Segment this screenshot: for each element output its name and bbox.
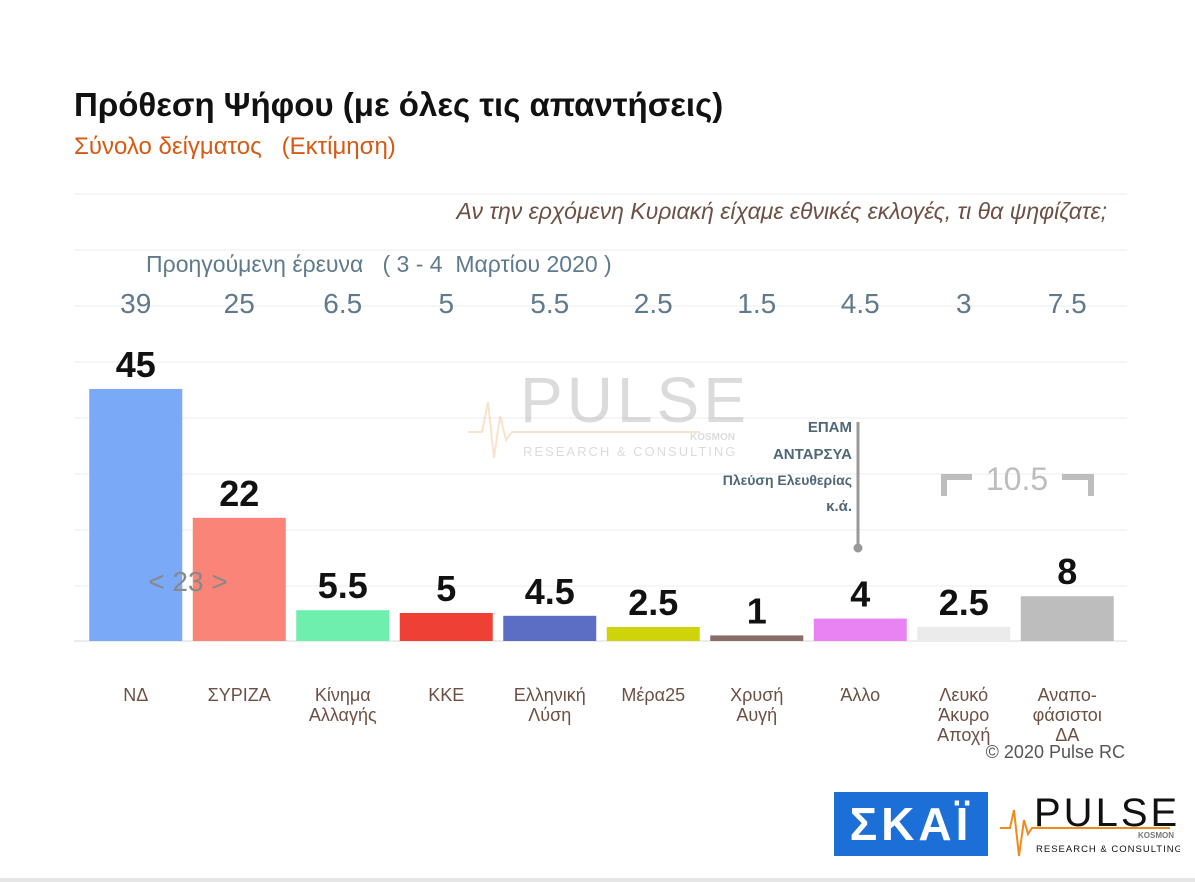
bracket-right	[1062, 474, 1094, 496]
bar	[192, 517, 286, 641]
previous-value-label: 1.5	[737, 288, 776, 319]
bar	[917, 627, 1011, 641]
bar-value-label: 5	[436, 568, 456, 609]
category-label: Κίνημα	[315, 685, 371, 705]
category-label: Άκυρο	[938, 705, 989, 725]
pulse-logo-tagline: RESEARCH & CONSULTING	[1036, 844, 1180, 855]
pulse-logo-wave	[1000, 809, 1170, 857]
bar	[813, 618, 907, 641]
bar	[606, 627, 700, 641]
category-label: Αλλαγής	[309, 705, 377, 725]
previous-value-label: 4.5	[841, 288, 880, 319]
category-label: Ελληνική	[514, 685, 586, 705]
previous-value-label: 3	[956, 288, 972, 319]
chart-title: Πρόθεση Ψήφου (με όλες τις απαντήσεις)	[74, 86, 724, 123]
bar-value-label: 4	[850, 574, 870, 615]
watermark-brand: PULSE	[520, 364, 750, 436]
pulse-logo: PULSE KOSMON RESEARCH & CONSULTING	[1000, 791, 1180, 857]
other-breakdown-item: Πλεύση Ελευθερίας	[723, 472, 852, 488]
value-labels: 45 22 5.5 5 4.5 2.5 1 4 2.5 8	[116, 344, 1078, 631]
category-label: Άλλο	[840, 685, 880, 705]
category-label: Λευκό	[939, 685, 988, 705]
other-breakdown-item: ΑΝΤΑΡΣΥΑ	[773, 446, 852, 463]
chart-subtitle: Σύνολο δείγματος (Εκτίμηση)	[74, 133, 396, 160]
survey-question: Αν την ερχόμενη Κυριακή είχαμε εθνικές ε…	[456, 198, 1107, 224]
other-breakdown-item: κ.ά.	[826, 498, 852, 515]
bar-value-label: 5.5	[318, 565, 368, 606]
category-label: ΚΚΕ	[428, 685, 464, 705]
bracket-left	[941, 474, 972, 496]
category-label: φάσιστοι	[1033, 705, 1102, 725]
bar-value-label: 2.5	[628, 582, 678, 623]
bar-value-label: 4.5	[525, 571, 575, 612]
previous-value-label: 7.5	[1048, 288, 1087, 319]
copyright-text: © 2020 Pulse RC	[985, 742, 1125, 762]
bar	[710, 635, 804, 641]
other-note-dot	[853, 543, 863, 553]
previous-value-label: 6.5	[323, 288, 362, 319]
category-label: ΣΥΡΙΖΑ	[208, 685, 271, 705]
bar-value-label: 22	[219, 473, 259, 514]
bracket-annotation: 10.5	[941, 461, 1094, 497]
bar-value-label: 8	[1057, 551, 1077, 592]
bracket-total-label: 10.5	[986, 461, 1048, 497]
bar	[1020, 596, 1114, 641]
previous-values: 39 25 6.5 5 5.5 2.5 1.5 4.5 3 7.5	[120, 288, 1087, 319]
category-label: ΝΔ	[123, 685, 148, 705]
category-label: Χρυσή	[730, 685, 783, 705]
category-label: Λύση	[528, 705, 571, 725]
bar	[503, 615, 597, 641]
pulse-logo-brand: PULSE	[1034, 791, 1180, 835]
gap-annotation: < 23 >	[148, 566, 227, 597]
pulse-watermark: PULSE KOSMON RESEARCH & CONSULTING	[468, 364, 750, 459]
previous-value-label: 2.5	[634, 288, 673, 319]
bar-value-label: 1	[747, 590, 767, 631]
previous-survey-label: Προηγούμενη έρευνα ( 3 - 4 Μαρτίου 2020 …	[146, 251, 612, 277]
other-breakdown-item: ΕΠΑΜ	[808, 419, 852, 436]
pulse-logo-sub: KOSMON	[1138, 831, 1174, 840]
category-label: Αναπο-	[1038, 685, 1097, 705]
category-label: Αποχή	[937, 725, 990, 745]
watermark-sub: KOSMON	[690, 432, 735, 443]
other-breakdown-note: ΕΠΑΜ ΑΝΤΑΡΣΥΑ Πλεύση Ελευθερίας κ.ά.	[723, 419, 863, 553]
category-label: ΔΑ	[1055, 725, 1079, 745]
bar	[89, 389, 183, 641]
bar-value-label: 45	[116, 344, 156, 385]
bar	[296, 610, 390, 641]
watermark-tagline: RESEARCH & CONSULTING	[523, 444, 737, 459]
bar	[399, 613, 493, 641]
bar-value-label: 2.5	[939, 582, 989, 623]
previous-value-label: 39	[120, 288, 151, 319]
category-label: Αυγή	[736, 705, 777, 725]
category-label: Μέρα25	[621, 685, 685, 705]
skai-logo: ΣΚΑΪ	[834, 792, 988, 856]
previous-value-label: 5.5	[530, 288, 569, 319]
bars	[89, 389, 1114, 641]
previous-value-label: 25	[224, 288, 255, 319]
bottom-band	[0, 878, 1195, 882]
previous-value-label: 5	[438, 288, 454, 319]
